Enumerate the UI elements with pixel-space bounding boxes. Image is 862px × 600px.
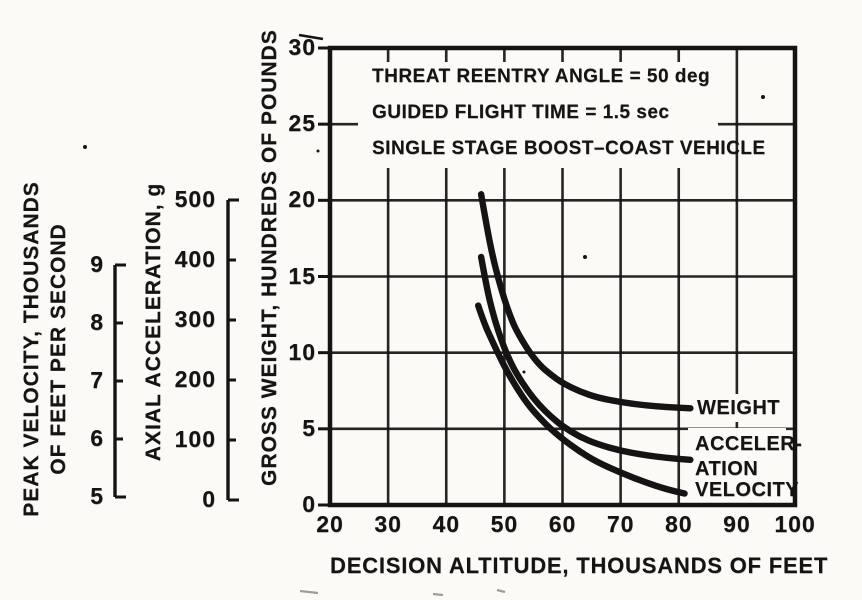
peak-velocity-tick-label: 8 xyxy=(90,309,104,335)
x-tick-label: 30 xyxy=(374,511,402,537)
curve-label-acceleration-line1: ACCELER- xyxy=(695,433,803,455)
axis-title-peak-velocity-line2: OF FEET PER SECOND xyxy=(47,223,70,475)
axis-bracket-axial-acceleration xyxy=(226,198,239,502)
x-tick-label: 60 xyxy=(548,511,577,537)
gross-weight-tick-label: 20 xyxy=(288,186,316,213)
gross-weight-tick-label: 30 xyxy=(288,34,316,60)
gross-weight-tick-label: 10 xyxy=(288,338,316,365)
gross-weight-tick-label: 0 xyxy=(302,491,316,517)
x-tick-label: 20 xyxy=(316,511,344,537)
x-tick-label: 70 xyxy=(606,511,635,537)
annotation-threat-reentry-angle: THREAT REENTRY ANGLE = 50 deg xyxy=(372,66,711,87)
curve-acceleration xyxy=(477,253,694,463)
x-tick-label: 40 xyxy=(432,511,461,537)
x-tick-label: 100 xyxy=(774,511,816,537)
scan-artifacts xyxy=(83,33,765,597)
axial-acceleration-tick-label: 500 xyxy=(174,186,216,212)
gross-weight-tick-label: 25 xyxy=(288,110,316,137)
axial-acceleration-tick-label: 200 xyxy=(174,366,216,392)
axial-acceleration-tick-label: 0 xyxy=(202,486,216,512)
gross-weight-axis-ticks xyxy=(318,46,330,507)
peak-velocity-tick-label: 9 xyxy=(90,251,104,277)
gross-weight-tick-label: 15 xyxy=(288,262,316,289)
x-tick-label: 50 xyxy=(490,511,519,537)
axial-acceleration-tick-label: 400 xyxy=(174,246,216,272)
peak-velocity-tick-label: 5 xyxy=(90,483,104,509)
curve-label-velocity: VELOCITY xyxy=(695,479,800,501)
axial-acceleration-tick-label: 100 xyxy=(174,426,216,452)
axial-acceleration-tick-label: 300 xyxy=(174,306,216,332)
axis-title-peak-velocity-line1: PEAK VELOCITY, THOUSANDS xyxy=(20,181,43,517)
annotation-guided-flight-time: GUIDED FLIGHT TIME = 1.5 sec xyxy=(372,102,670,123)
axis-title-axial-acceleration: AXIAL ACCELERATION, g xyxy=(142,182,165,462)
curve-label-weight: WEIGHT xyxy=(697,397,780,419)
x-axis-title: DECISION ALTITUDE, THOUSANDS OF FEET xyxy=(330,553,829,578)
peak-velocity-tick-label: 7 xyxy=(90,367,104,393)
axis-bracket-peak-velocity xyxy=(113,263,126,499)
curve-label-acceleration-line2: ATION xyxy=(695,458,759,480)
curve-weight xyxy=(477,191,694,412)
x-tick-label: 80 xyxy=(664,511,693,537)
x-tick-label: 90 xyxy=(723,511,751,537)
gross-weight-tick-label: 5 xyxy=(302,414,316,441)
erased-patches xyxy=(358,62,786,504)
curve-velocity xyxy=(475,302,688,497)
annotation-vehicle-type: SINGLE STAGE BOOST–COAST VEHICLE xyxy=(372,138,766,159)
peak-velocity-tick-label: 6 xyxy=(90,425,104,451)
